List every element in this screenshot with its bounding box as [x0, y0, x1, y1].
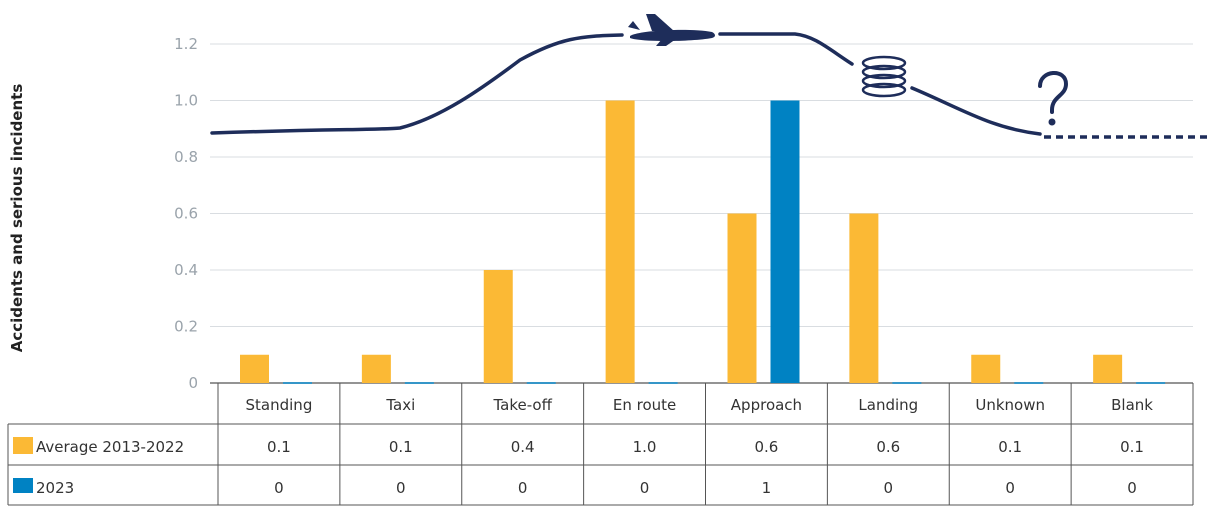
data-label: 0.4 — [511, 438, 535, 456]
data-label: 0 — [884, 479, 894, 497]
x-tick-label: Taxi — [385, 396, 415, 414]
x-tick-label: Standing — [246, 396, 313, 414]
flight-path-descent — [910, 86, 1042, 136]
x-tick-label: Take-off — [492, 396, 552, 414]
data-label: 0.6 — [876, 438, 900, 456]
y-tick-label: 1.2 — [174, 35, 198, 53]
bar — [727, 213, 757, 383]
x-tick-label: Blank — [1111, 396, 1153, 414]
y-tick-label: 0 — [188, 374, 198, 392]
flight-path-line-2 — [718, 32, 854, 66]
legend-label: 2023 — [36, 479, 74, 497]
data-label: 0.1 — [1120, 438, 1144, 456]
bar — [770, 100, 800, 383]
legend-swatch — [13, 478, 33, 493]
data-label: 0 — [518, 479, 528, 497]
x-tick-label: Approach — [731, 396, 802, 414]
data-label: 0.6 — [755, 438, 779, 456]
x-tick-label: Unknown — [975, 396, 1045, 414]
bar — [483, 270, 513, 383]
y-tick-label: 0.8 — [174, 148, 198, 166]
y-tick-label: 0.2 — [174, 318, 198, 336]
holding-pattern-icon — [861, 55, 907, 98]
data-label: 0 — [274, 479, 284, 497]
gridlines — [210, 43, 1193, 384]
x-tick-label: Landing — [858, 396, 918, 414]
legend-label: Average 2013-2022 — [36, 438, 184, 456]
y-tick-label: 0.6 — [174, 205, 198, 223]
bar — [605, 100, 635, 383]
data-label: 0 — [640, 479, 650, 497]
data-label: 0 — [1005, 479, 1015, 497]
flight-path-line — [210, 33, 624, 135]
data-table: Standing Taxi Take-off En route Approach Land… — [7, 383, 1194, 506]
y-axis-label: Accidents and serious incidents — [8, 84, 26, 353]
data-label: 0.1 — [998, 438, 1022, 456]
data-label: 0.1 — [389, 438, 413, 456]
legend-swatch — [13, 437, 33, 454]
x-tick-label: En route — [613, 396, 676, 414]
bar — [849, 213, 879, 383]
bar — [361, 354, 391, 383]
data-label: 1 — [762, 479, 772, 497]
y-tick-label: 1.0 — [174, 92, 198, 110]
bars — [240, 100, 1166, 384]
bar — [971, 354, 1001, 383]
y-axis-ticks: 0 0.2 0.4 0.6 0.8 1.0 1.2 — [174, 35, 198, 392]
data-label: 0.1 — [267, 438, 291, 456]
flight-profile — [210, 32, 1208, 139]
data-label: 1.0 — [633, 438, 657, 456]
data-label: 0 — [396, 479, 406, 497]
bar — [240, 354, 269, 383]
bar — [1093, 354, 1123, 383]
y-tick-label: 0.4 — [174, 261, 198, 279]
data-label: 0 — [1127, 479, 1137, 497]
question-mark-icon — [1038, 71, 1069, 126]
airplane-icon — [628, 14, 715, 46]
